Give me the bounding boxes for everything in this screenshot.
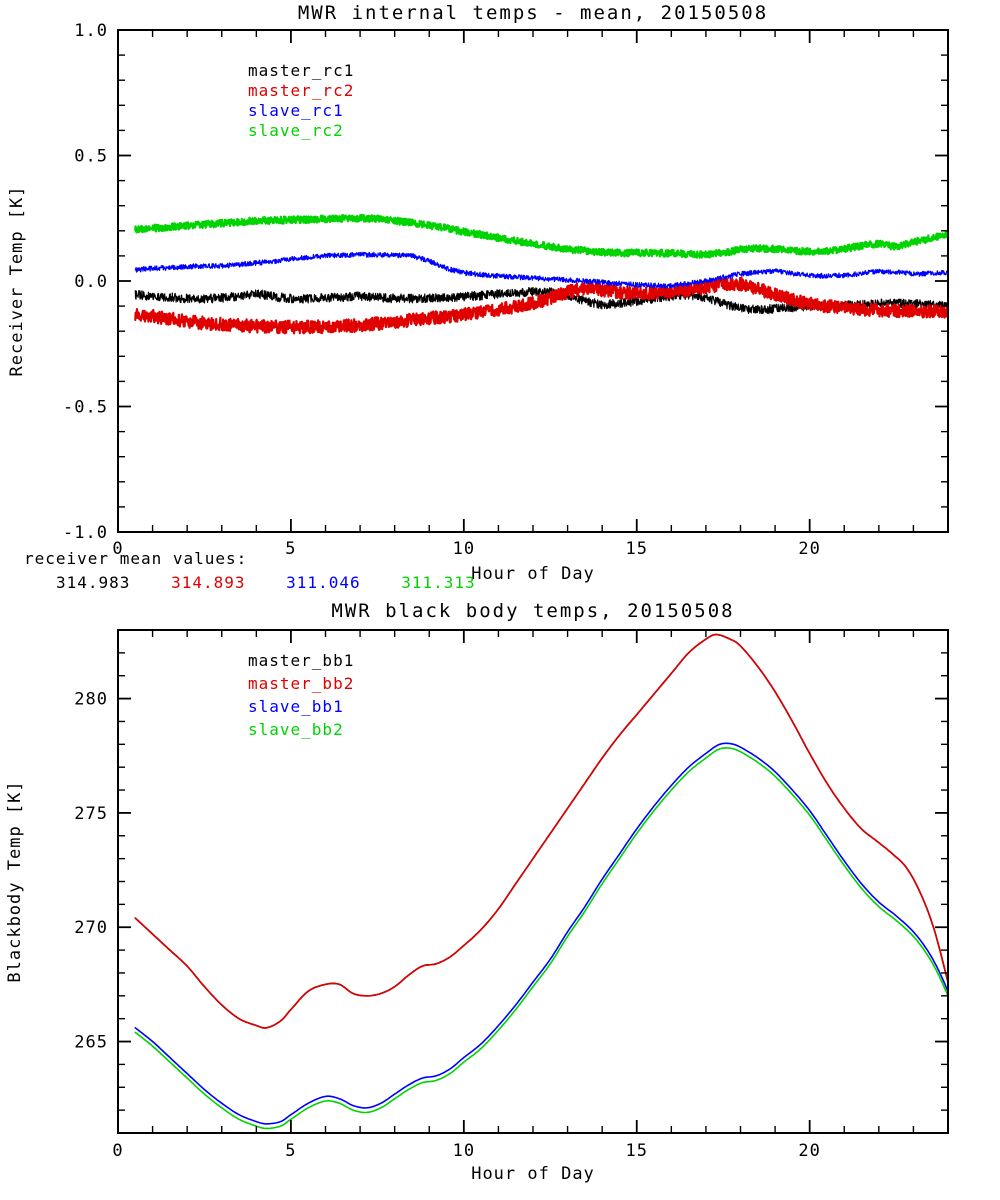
series-slave_bb1-line [134,742,949,1125]
y-tick-label: 0.0 [74,272,108,292]
x-tick-label: 0 [112,1141,123,1161]
x-tick-label: 5 [285,539,296,559]
plot-frame [117,629,949,1134]
y-tick-label: 265 [74,1033,108,1053]
series-master_rc2-line [134,276,950,335]
blackbody-temp-chart: 0 5 10 15 20 265 270 275 280 MWR black body temps… [5,600,949,1184]
x-axis-label: Hour of Day [471,564,595,584]
x-tick-label: 10 [453,1141,475,1161]
mean-value-master-rc2: 314.893 [171,573,246,592]
series-master_bb1-line [134,633,949,1029]
x-tick-label: 15 [626,539,648,559]
series-slave_bb2-line [134,747,949,1130]
legend-label-master_rc2: master_rc2 [248,81,354,100]
y-axis-label: Receiver Temp [K] [7,186,27,377]
x-tick-label: 0 [112,539,123,559]
legend-label-master_bb1: master_bb1 [248,651,354,670]
y-tick-label: 0.5 [74,147,108,167]
receiver-mean-values-label: receiver mean values: [24,549,248,568]
mean-value-master-rc1: 314.983 [56,573,131,592]
chart-title: MWR black body temps, 20150508 [331,600,734,622]
y-tick-label: 1.0 [74,21,108,41]
x-tick-label: 15 [626,1141,648,1161]
chart-title: MWR internal temps - mean, 20150508 [298,2,768,24]
x-tick-label: 20 [798,1141,820,1161]
legend-label-master_bb2: master_bb2 [248,674,354,693]
series-master_bb2-line [134,633,949,1029]
plot-frame [117,29,949,533]
y-tick-label: 275 [74,804,108,824]
y-tick-label: -1.0 [63,523,108,543]
y-tick-label: -0.5 [63,398,108,418]
legend-label-slave_rc2: slave_rc2 [248,121,344,140]
mean-value-slave-rc1: 311.046 [286,573,361,592]
series-slave_rc2-line [134,213,950,259]
series-slave_rc1-line [134,251,949,289]
mean-value-slave-rc2: 311.313 [401,573,476,592]
receiver-temp-chart: 0 5 10 15 20 -1.0 -0.5 0.0 0.5 1.0 MWR internal te… [7,2,950,584]
legend-label-master_rc1: master_rc1 [248,61,354,80]
y-axis-label: Blackbody Temp [K] [5,780,25,982]
x-tick-label: 20 [798,539,820,559]
legend-label-slave_bb1: slave_bb1 [248,697,344,716]
y-tick-label: 270 [74,918,108,938]
y-tick-label: 280 [74,690,108,710]
legend-label-slave_rc1: slave_rc1 [248,101,344,120]
x-tick-label: 10 [453,539,475,559]
x-axis-label: Hour of Day [471,1164,595,1184]
legend-label-slave_bb2: slave_bb2 [248,720,344,739]
receiver-mean-values-row: 314.983 314.893 311.046 311.313 [56,573,506,592]
x-tick-label: 5 [285,1141,296,1161]
